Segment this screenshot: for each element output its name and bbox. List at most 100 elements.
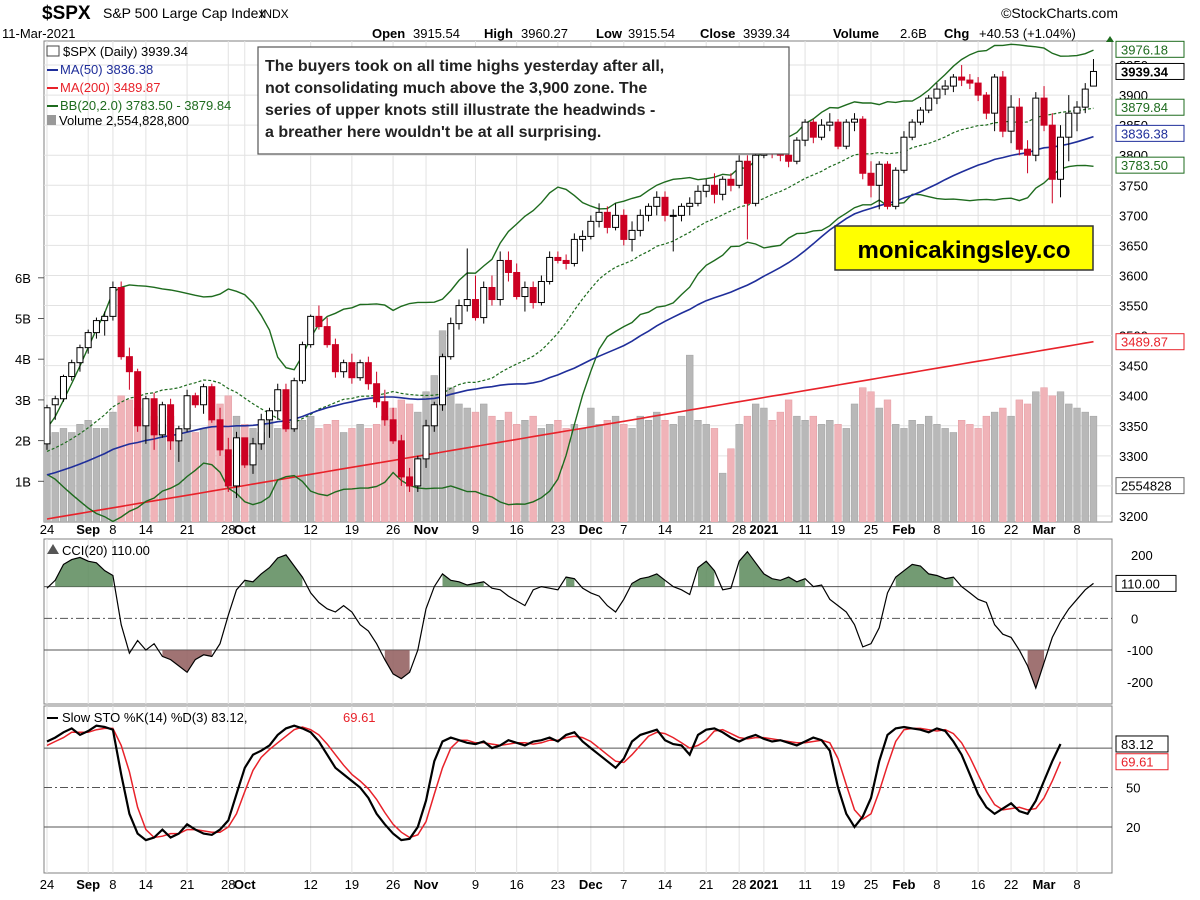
candle-body <box>710 184 718 195</box>
volume-bar <box>620 424 628 522</box>
x-tick-label: 11 <box>798 522 812 537</box>
candle-body <box>686 202 694 207</box>
volume-bar <box>323 424 331 522</box>
x-tick-label: 25 <box>864 522 878 537</box>
price-legend: $SPX (Daily) 3939.34 MA(50) 3836.38 MA(2… <box>46 44 231 128</box>
sto-panel-frame <box>43 705 1113 874</box>
volume-bar <box>438 330 447 522</box>
candle-body <box>257 419 265 445</box>
volume-bar <box>545 424 554 522</box>
ohlc-volume-label: Volume <box>833 26 879 41</box>
volume-bar <box>348 428 356 522</box>
volume-tick-label: 2B <box>15 434 31 449</box>
cci-overbought-fill <box>632 573 665 587</box>
y-tick-label: 3200 <box>1119 509 1148 524</box>
candle-body <box>233 437 241 487</box>
candle-body <box>513 271 521 298</box>
candle-body <box>595 211 603 222</box>
volume-bar <box>760 407 768 522</box>
volume-bar <box>488 415 496 522</box>
volume-bar <box>199 428 208 522</box>
sto-tick-label: 20 <box>1126 820 1140 835</box>
cci-legend: CCI(20) 110.00 <box>47 543 150 558</box>
candle-body <box>381 401 389 421</box>
y-tick-label: 3450 <box>1119 359 1148 374</box>
volume-tick-label: 5B <box>15 312 31 327</box>
legend-sto-d: 69.61 <box>343 710 376 725</box>
x-tick-label: 16 <box>971 522 985 537</box>
price-right-label-box <box>1115 124 1185 142</box>
price-right-label: 3939.34 <box>1121 64 1169 79</box>
x-tick-label: 21 <box>180 522 194 537</box>
candle-body <box>158 404 166 436</box>
volume-bar <box>109 411 117 522</box>
volume-tick-label: 4B <box>15 352 31 367</box>
candle-body <box>142 398 150 427</box>
candle-body <box>661 196 669 216</box>
x-tick-label: Feb <box>892 522 915 537</box>
candle-body <box>290 380 298 430</box>
volume-bar <box>875 407 883 522</box>
volume-bar <box>216 403 224 522</box>
y-tick-label: 3750 <box>1119 178 1148 193</box>
candle-body <box>949 76 957 87</box>
price-right-label-box <box>1115 477 1185 495</box>
candle-body <box>677 205 685 216</box>
volume-bar <box>249 428 257 522</box>
volume-bar <box>694 420 702 522</box>
bb-upper-marker-icon <box>1106 36 1114 42</box>
candle-body <box>101 315 109 322</box>
volume-bar <box>1040 387 1048 522</box>
candle-body <box>389 419 397 442</box>
candle-body <box>628 229 636 240</box>
x-tick-label: Sep <box>76 522 100 537</box>
candle-body <box>1024 148 1032 156</box>
candle-body <box>958 76 966 81</box>
candle-body <box>587 220 595 237</box>
ohlc-high-value: 3960.27 <box>521 26 568 41</box>
x-tick-label: 26 <box>386 522 400 537</box>
volume-bar <box>59 428 68 522</box>
candle-body <box>504 259 512 273</box>
candle-body <box>941 85 949 90</box>
x-tick-label: 19 <box>831 877 845 892</box>
candle-body <box>200 386 208 406</box>
x-tick-label: 8 <box>109 522 116 537</box>
sto-k-line <box>46 724 1062 842</box>
volume-bar <box>315 428 323 522</box>
volume-bar <box>455 403 463 522</box>
ohlc-row: Open 3915.54 High 3960.27 Low 3915.54 Cl… <box>372 26 1076 41</box>
volume-bar <box>282 424 290 522</box>
volume-bar <box>735 424 743 522</box>
candle-body <box>851 118 859 123</box>
volume-bar <box>68 432 76 522</box>
candle-body <box>265 410 273 421</box>
x-tick-label: Dec <box>579 522 603 537</box>
candle-body <box>76 347 84 364</box>
candle-body <box>488 287 496 301</box>
volume-bar <box>809 415 817 522</box>
candle-body <box>612 214 620 228</box>
sto-tick-label: 50 <box>1126 781 1140 796</box>
candle-body <box>496 259 504 301</box>
x-tick-label: 2021 <box>749 522 778 537</box>
volume-bar <box>719 472 727 522</box>
volume-bar <box>834 424 842 522</box>
volume-bar <box>801 420 809 522</box>
volume-tick-label: 3B <box>15 393 31 408</box>
cci-panel-frame <box>43 538 1113 705</box>
x-tick-label: 16 <box>509 877 523 892</box>
sto-d-label: 69.61 <box>1121 755 1154 770</box>
volume-bar <box>974 428 982 522</box>
candle-body <box>356 362 364 379</box>
candle-body <box>373 383 381 403</box>
volume-bar <box>298 420 307 522</box>
candle-body <box>1081 88 1089 108</box>
volume-bar <box>471 411 480 522</box>
y-tick-label: 3700 <box>1119 208 1148 223</box>
candle-body <box>134 371 142 427</box>
volume-bar <box>307 415 315 522</box>
volume-bar <box>925 415 933 522</box>
candle-body <box>818 124 826 138</box>
